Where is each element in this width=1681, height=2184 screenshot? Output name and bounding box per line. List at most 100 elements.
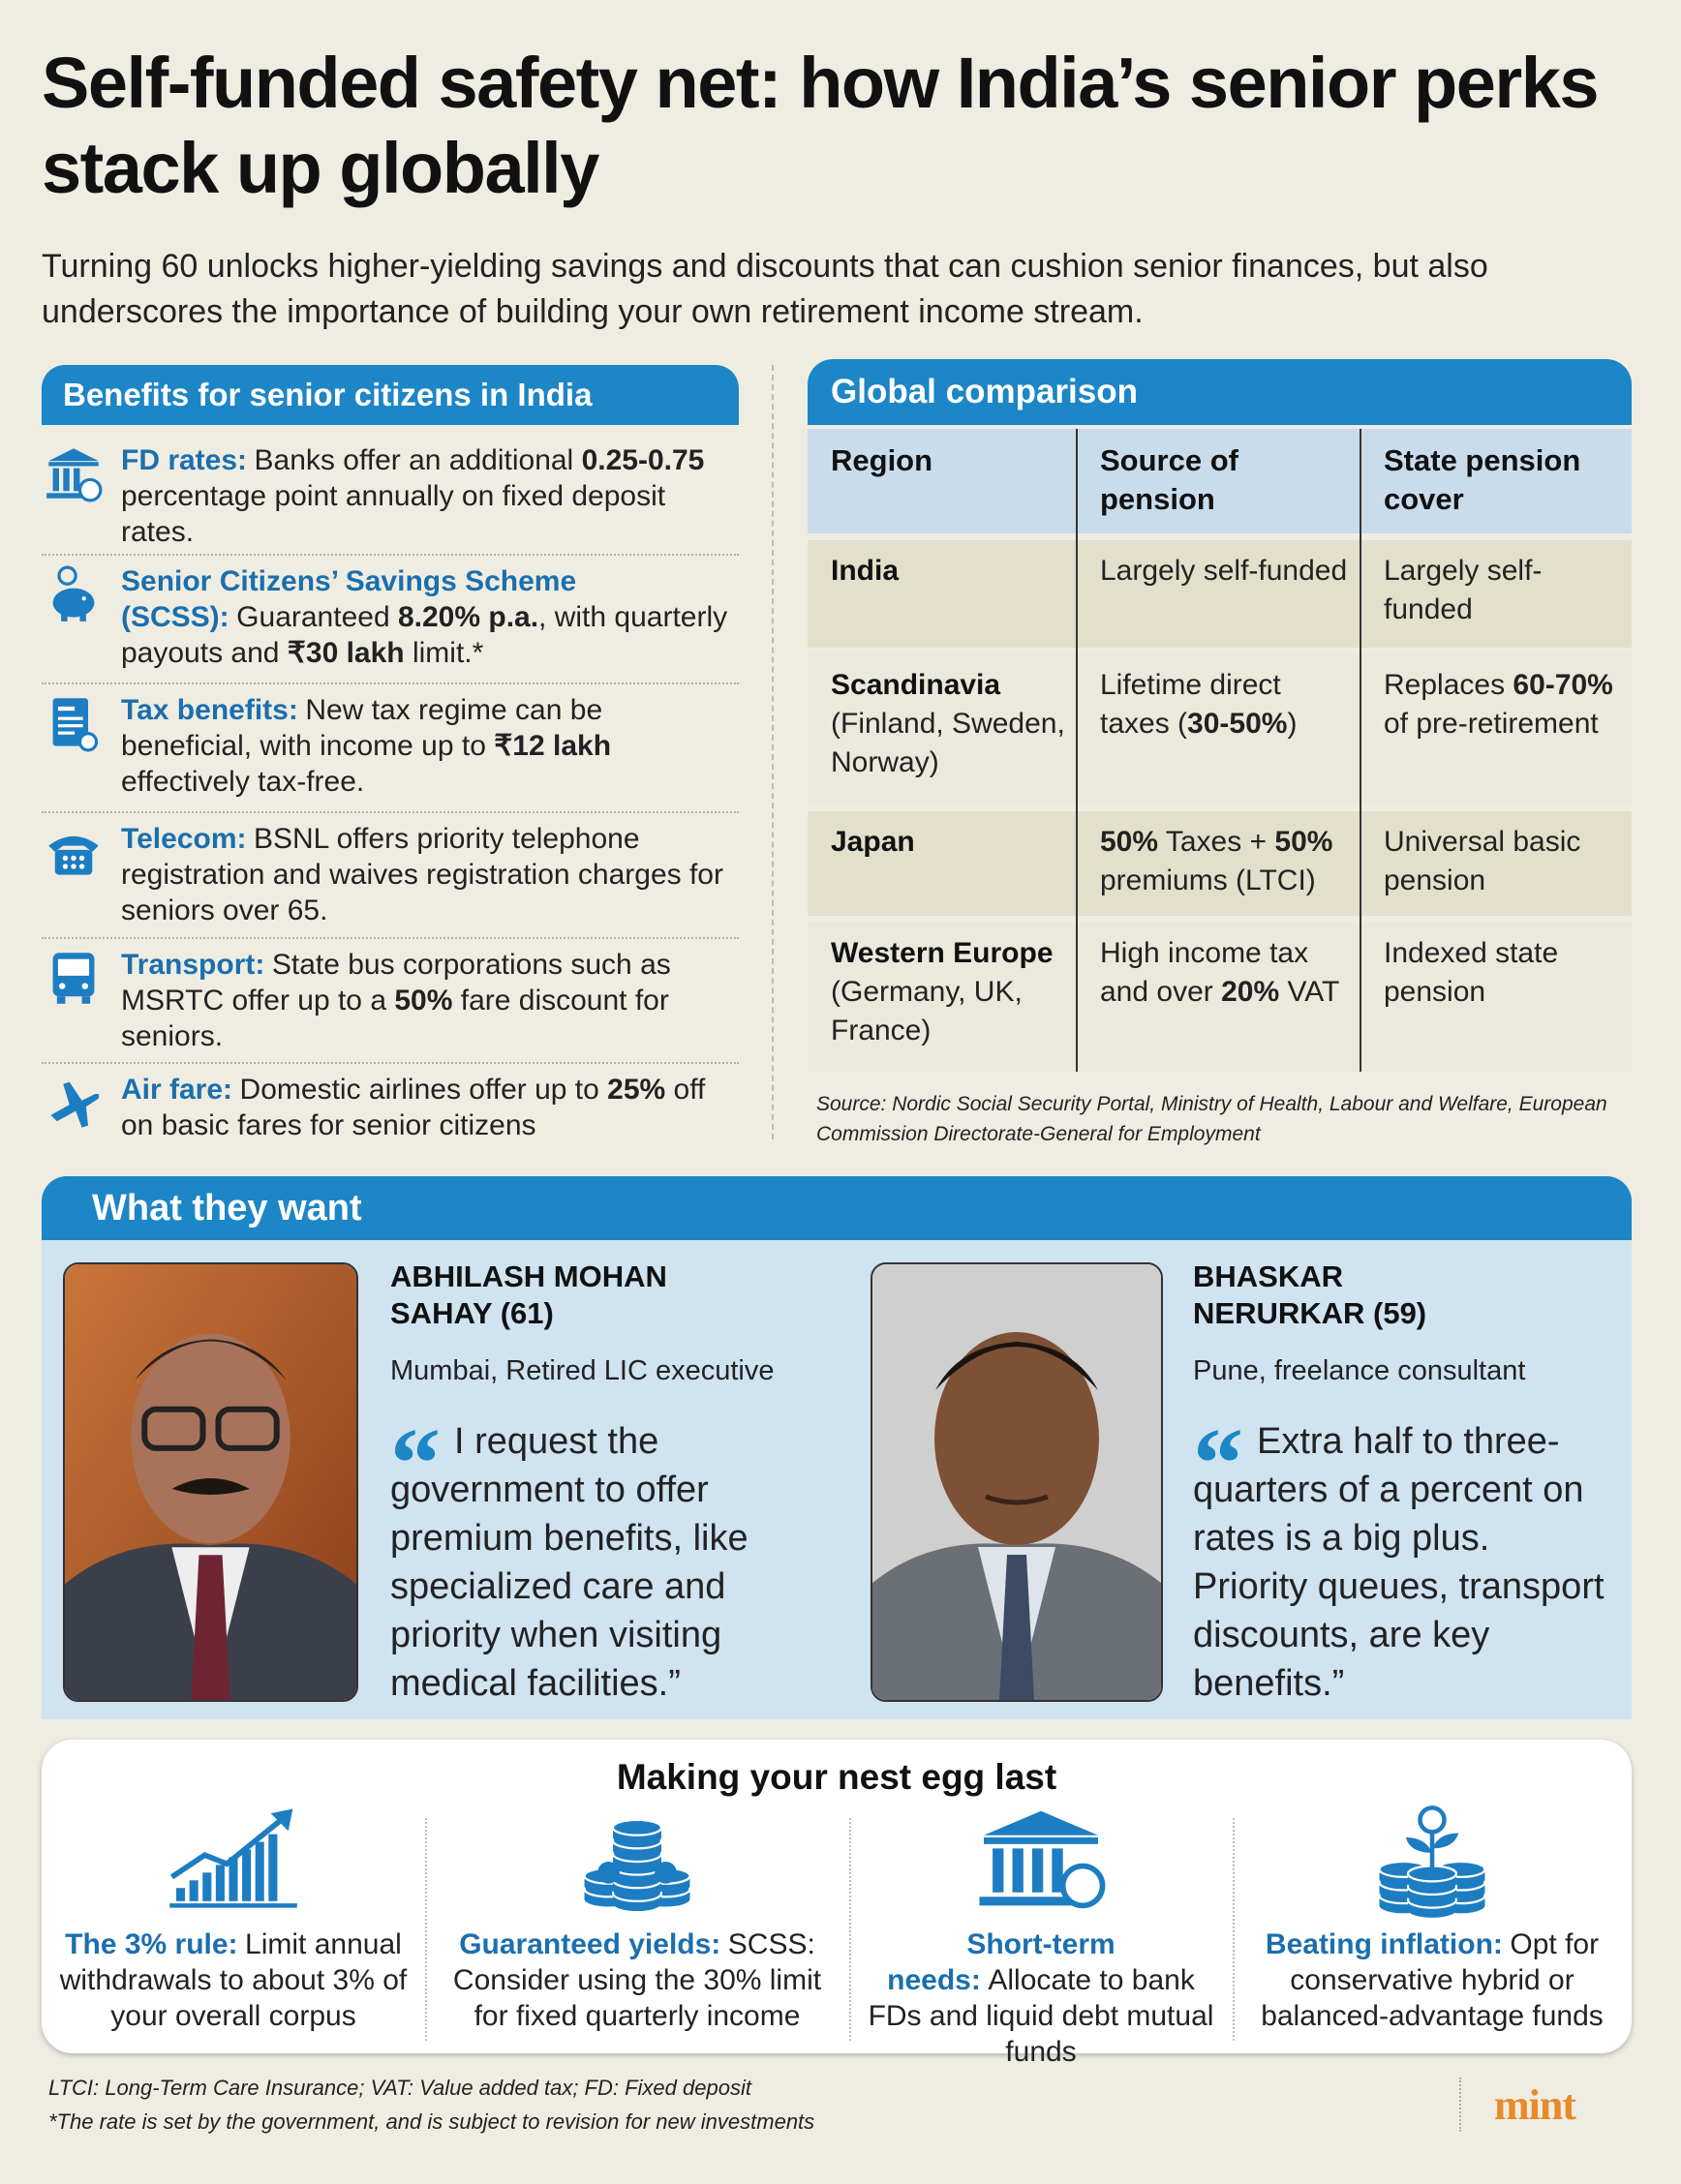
icon-rect (81, 996, 91, 1004)
footnote: *The rate is set by the government, and … (48, 2109, 815, 2134)
item-divider (42, 1062, 739, 1064)
icon-rect (993, 1848, 1004, 1893)
icon-path (135, 1339, 287, 1380)
source-note: Source: Nordic Social Security Portal, M… (816, 1093, 1607, 1145)
quote-mark: “ (390, 1408, 441, 1519)
benefit-text: Transport: State bus corporations such as… (121, 947, 741, 1054)
tip-icon-box (968, 1805, 1114, 1919)
icon-rect (57, 958, 90, 976)
icon-rect (979, 1896, 1079, 1906)
text-run: Banks offer an additional (254, 444, 582, 476)
person-description: Pune, freelance consultant (1193, 1355, 1526, 1386)
region-note: (Germany, UK, France) (831, 976, 1023, 1046)
icon-circle (655, 1862, 677, 1884)
benefit-icon (52, 565, 95, 622)
text-run: Largely self-funded (1384, 555, 1543, 625)
icon-rect (229, 1857, 238, 1901)
benefit-text: Tax benefits: New tax regime can be benef… (121, 692, 741, 800)
benefit-icon-box (45, 949, 103, 1007)
quote-mark: “ (1193, 1408, 1243, 1519)
footnote: LTCI: Long-Term Care Insurance; VAT: Val… (48, 2076, 751, 2100)
bold-run: ₹30 lakh (287, 637, 405, 669)
benefit-text: Senior Citizens’ Savings Scheme (SCSS): G… (121, 563, 741, 671)
icon-circle (78, 864, 85, 869)
person-name: BHASKAR NERURKAR (59) (1193, 1259, 1427, 1330)
icon-circle (59, 983, 66, 989)
benefit-text: FD rates: Banks offer an additional 0.25-… (121, 442, 741, 550)
icon-circle (81, 596, 86, 601)
region-name: India (831, 555, 900, 587)
icon-ellipse (131, 1333, 290, 1544)
benefit-label: Senior Citizens’ Savings Scheme (SCSS): (121, 565, 577, 633)
icon-polygon (984, 1810, 1098, 1835)
tip-icon (583, 1818, 691, 1912)
cover-cell: Universal basic pension (1384, 823, 1620, 900)
person-name: ABHILASH MOHAN SAHAY (61) (390, 1259, 667, 1330)
tip-text: The 3% rule: Limit annual withdrawals to … (53, 1926, 413, 2034)
section-title: Benefits for senior citizens in India (63, 377, 593, 412)
benefit-icon (52, 698, 99, 752)
icon-rect (202, 1872, 212, 1901)
benefit-icon-box (45, 444, 103, 502)
section-header: Global comparison (808, 359, 1632, 425)
icon-rect (255, 1841, 264, 1901)
bold-run: 30-50% (1187, 708, 1288, 740)
column-line (1360, 429, 1361, 1072)
tip-icon (169, 1808, 297, 1908)
cover-cell: Largely self-funded (1384, 552, 1620, 629)
icon-rect (215, 1406, 280, 1451)
section-title: What they want (92, 1188, 362, 1228)
tip-divider (1233, 1818, 1235, 2041)
quote-text: I request the government to offer premiu… (390, 1421, 749, 1704)
photo (65, 1264, 356, 1700)
icon-rect (74, 468, 80, 492)
table-row (808, 654, 1632, 804)
icon-circle (62, 855, 69, 862)
photo (872, 1264, 1161, 1700)
icon-rect (189, 1880, 199, 1901)
icon-path (1405, 1837, 1432, 1853)
bold-run: 50% (1100, 826, 1159, 858)
icon-rect (61, 611, 68, 622)
text-run: Largely self-funded (1100, 555, 1348, 587)
region-cell: India (831, 552, 1065, 591)
text-run: Domestic airlines offer up to (239, 1074, 608, 1106)
icon-rect (56, 996, 66, 1004)
text-run: High income tax and over (1100, 937, 1309, 1008)
bold-run: 50% (394, 985, 453, 1016)
icon-rect (57, 724, 83, 728)
text-run: Lifetime direct taxes ( (1100, 669, 1281, 740)
region-name: Japan (831, 826, 915, 858)
tip-icon-box (565, 1805, 710, 1919)
tip-label: The 3% rule: (65, 1928, 238, 1960)
icon-rect (57, 706, 76, 712)
text-run: Universal basic pension (1384, 826, 1581, 896)
photo-box (871, 1262, 1163, 1702)
region-name: Scandinavia (831, 669, 1001, 701)
bold-run: 60-70% (1513, 669, 1613, 701)
column-header: State pension cover (1384, 443, 1581, 516)
icon-path (1432, 1833, 1459, 1849)
source-cell: Lifetime direct taxes (30-50%) (1100, 666, 1349, 743)
text-run: of pre-retirement (1384, 708, 1599, 740)
benefit-icon-box (45, 823, 103, 881)
bold-run: 20% (1221, 976, 1280, 1008)
table-row (808, 540, 1632, 648)
quote: “I request the government to offer premi… (390, 1408, 778, 1708)
tip-label: Short-term needs: (887, 1928, 1116, 1996)
subtitle: Turning 60 unlocks higher-yielding savin… (42, 248, 1488, 330)
icon-rect (169, 1903, 297, 1908)
tip-icon-box (161, 1805, 306, 1919)
text-run: State bus corporations such as MSRTC off… (121, 949, 671, 1016)
tip-text: Beating inflation: Opt for conservative h… (1244, 1926, 1620, 2034)
column-line (1076, 429, 1078, 1072)
text-run: ) (1287, 708, 1298, 740)
text-run: percentage point annually on fixed depos… (121, 480, 666, 548)
tip-icon (1378, 1805, 1486, 1918)
text-run: off on basic fares for senior citizens (121, 1074, 706, 1141)
quote-text: Extra half to three-quarters of a percen… (1193, 1421, 1605, 1704)
table-header-row (808, 429, 1632, 533)
icon-rect (176, 1888, 186, 1901)
text-run: VAT (1279, 976, 1340, 1008)
